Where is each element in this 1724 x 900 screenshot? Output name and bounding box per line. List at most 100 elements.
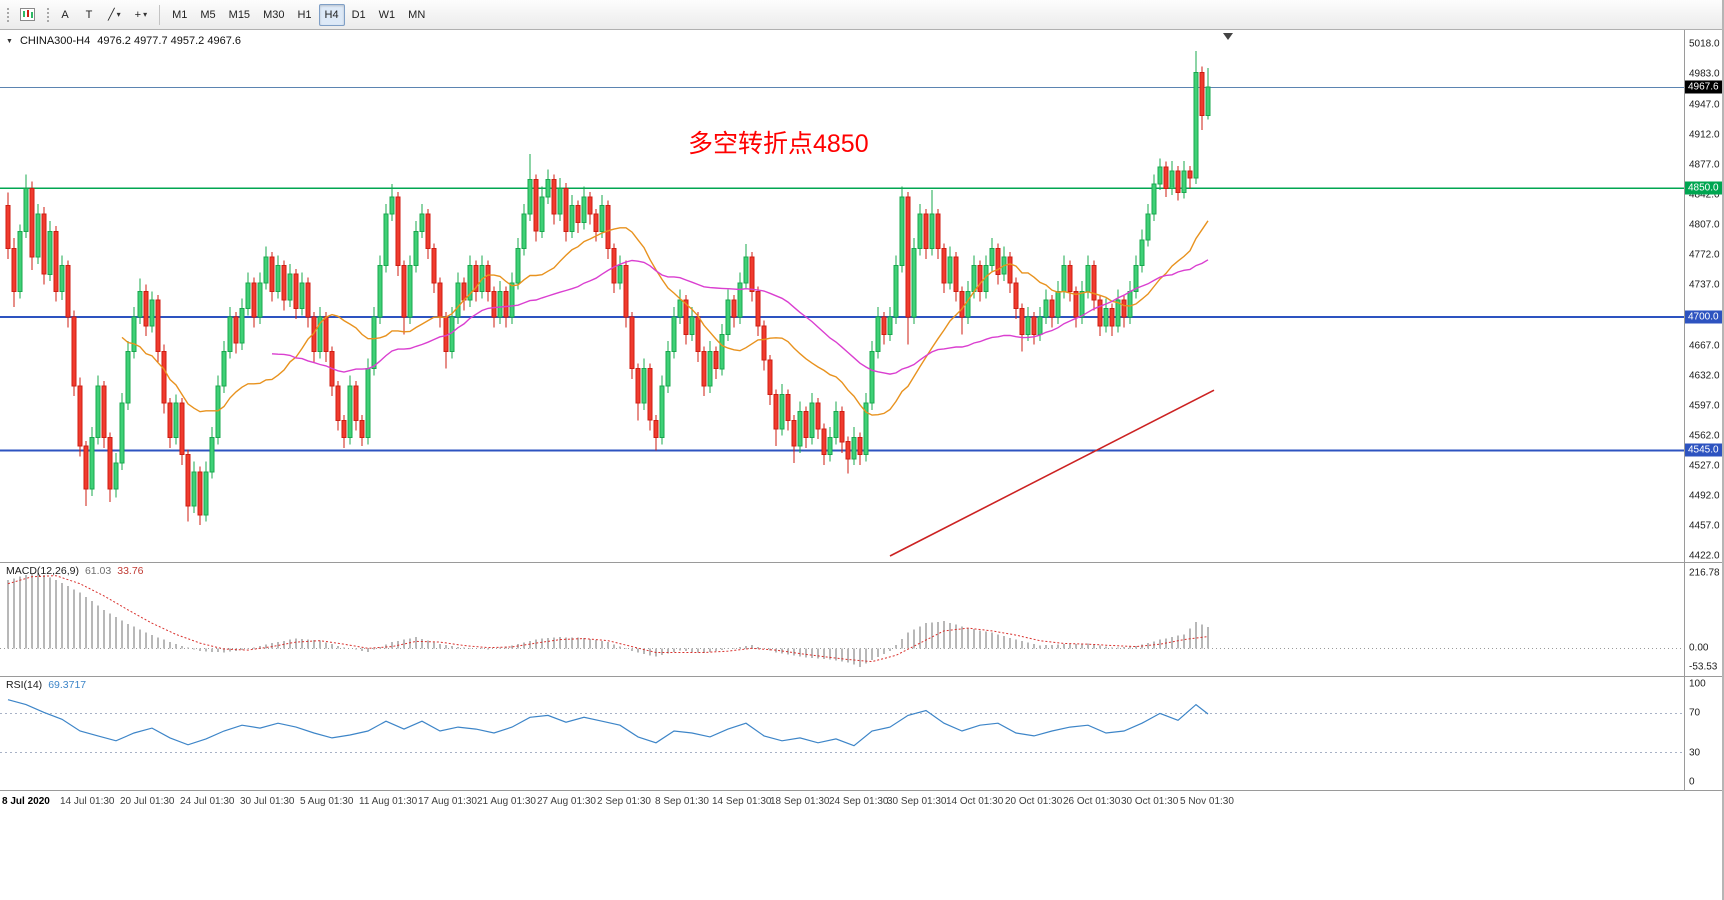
time-label: 14 Jul 01:30 (60, 796, 115, 807)
trendline-icon: ╱ (108, 9, 115, 21)
a-tool-label: A (61, 8, 69, 21)
macd-name: MACD(12,26,9) (6, 565, 79, 577)
panel-splitter-macd[interactable] (0, 562, 1722, 563)
toolbar-grip[interactable] (5, 5, 10, 24)
timeframe-w1-button[interactable]: W1 (373, 4, 402, 26)
price-axis-label: 4772.0 (1689, 249, 1720, 261)
rsi-label: RSI(14) 69.3717 (6, 679, 86, 691)
price-chart-panel[interactable]: ▼ CHINA300-H4 4976.2 4977.7 4957.2 4967.… (0, 30, 1684, 562)
draw-line-tools-button[interactable]: ╱ ▾ (102, 4, 127, 26)
candlestick-chart-icon (20, 8, 35, 21)
time-label: 24 Sep 01:30 (829, 796, 889, 807)
rsi-axis-label: 0 (1689, 776, 1695, 788)
ma-slow-magenta-line[interactable] (271, 259, 1209, 375)
hline-price-badge: 4850.0 (1685, 181, 1722, 195)
ma-fast-orange-line[interactable] (121, 220, 1209, 416)
rsi-line (7, 699, 1209, 747)
macd-panel[interactable]: MACD(12,26,9) 61.03 33.76 (0, 562, 1684, 676)
time-label: 30 Oct 01:30 (1121, 796, 1179, 807)
toolbar-separator (159, 4, 161, 25)
price-axis-label: 4842.0 (1689, 189, 1720, 201)
time-label: 30 Sep 01:30 (887, 796, 947, 807)
caret-down-icon: ▾ (116, 9, 121, 19)
text-tool-button[interactable]: T (78, 4, 100, 26)
timeframe-d1-button[interactable]: D1 (346, 4, 372, 26)
collapse-triangle-icon[interactable]: ▼ (6, 37, 13, 45)
chart-window-button[interactable] (14, 4, 41, 26)
ohlc-readout: 4976.2 4977.7 4957.2 4967.6 (97, 35, 241, 47)
timeframe-m15-button[interactable]: M15 (223, 4, 256, 26)
time-label: 5 Aug 01:30 (300, 796, 354, 807)
time-label: 8 Jul 2020 (2, 796, 50, 807)
timeframe-mn-button[interactable]: MN (402, 4, 431, 26)
price-axis-label: 4527.0 (1689, 460, 1720, 472)
macd-signal-line (7, 575, 1209, 663)
trendline[interactable] (889, 389, 1215, 557)
time-label: 18 Sep 01:30 (770, 796, 830, 807)
rsi-axis-label: 100 (1689, 678, 1706, 690)
macd-axis-label: 0.00 (1689, 642, 1709, 654)
macd-main-value: 61.03 (84, 565, 112, 577)
timeframe-h4-button[interactable]: H4 (318, 3, 345, 26)
time-label: 14 Oct 01:30 (946, 796, 1004, 807)
candles-layer (5, 50, 1211, 526)
annotation-text[interactable]: 多空转折点4850 (688, 130, 869, 158)
rsi-value: 69.3717 (48, 679, 87, 691)
rsi-canvas[interactable] (0, 676, 1684, 790)
time-label: 24 Jul 01:30 (180, 796, 235, 807)
time-label: 11 Aug 01:30 (359, 796, 418, 807)
rsi-axis-label: 70 (1689, 707, 1701, 719)
candlestick-canvas[interactable] (0, 30, 1684, 562)
draw-shape-tools-button[interactable]: + ▾ (129, 4, 153, 26)
toolbar-grip[interactable] (45, 5, 50, 24)
time-axis[interactable]: 8 Jul 2020 14 Jul 01:30 20 Jul 01:30 24 Jul… (0, 790, 1722, 816)
price-axis-label: 4667.0 (1689, 340, 1720, 352)
chart-title: ▼ CHINA300-H4 4976.2 4977.7 4957.2 4967.… (6, 35, 241, 47)
price-axis-label: 4877.0 (1689, 159, 1720, 171)
panel-splitter-rsi[interactable] (0, 676, 1722, 677)
time-label: 20 Jul 01:30 (120, 796, 175, 807)
chart-shift-marker-icon (1223, 33, 1233, 40)
rsi-name: RSI(14) (6, 679, 43, 691)
caret-down-icon: ▾ (143, 9, 148, 19)
macd-axis-label: 216.78 (1689, 567, 1720, 579)
price-axis-label: 4492.0 (1689, 490, 1720, 502)
macd-canvas[interactable] (0, 562, 1684, 676)
toolbar: A T ╱ ▾ + ▾ M1 M5 M15 M30 H1 H4 D1 W1 MN (0, 0, 1722, 30)
price-axis-label: 4562.0 (1689, 430, 1720, 442)
time-label: 20 Oct 01:30 (1005, 796, 1063, 807)
macd-axis-label: -53.53 (1689, 661, 1718, 673)
price-axis-label: 4457.0 (1689, 520, 1720, 532)
hline-price-badge: 4545.0 (1685, 443, 1722, 457)
t-tool-label: T (85, 8, 93, 21)
crosshair-a-button[interactable]: A (54, 4, 76, 26)
time-label: 26 Oct 01:30 (1063, 796, 1121, 807)
time-label: 27 Aug 01:30 (537, 796, 596, 807)
time-label: 14 Sep 01:30 (712, 796, 772, 807)
time-label: 21 Aug 01:30 (477, 796, 536, 807)
timeframe-m1-button[interactable]: M1 (166, 4, 193, 26)
rsi-panel[interactable]: RSI(14) 69.3717 (0, 676, 1684, 790)
macd-label: MACD(12,26,9) 61.03 33.76 (6, 565, 144, 577)
timeframe-m30-button[interactable]: M30 (257, 4, 290, 26)
macd-histogram (7, 572, 1209, 667)
price-axis-label: 4912.0 (1689, 129, 1720, 141)
price-axis-label: 4597.0 (1689, 400, 1720, 412)
price-axis-label: 4807.0 (1689, 219, 1720, 231)
price-axis[interactable]: 5018.0 4983.0 4947.0 4912.0 4877.0 4842.0 4807… (1684, 30, 1722, 790)
price-axis-label: 4983.0 (1689, 68, 1720, 80)
price-axis-label: 4947.0 (1689, 99, 1720, 111)
current-price-badge: 4967.6 (1685, 80, 1722, 94)
timeframe-h1-button[interactable]: H1 (291, 4, 317, 26)
symbol-period-label: CHINA300-H4 (19, 35, 91, 47)
price-axis-label: 4422.0 (1689, 550, 1720, 562)
macd-signal-value: 33.76 (117, 565, 144, 577)
timeframe-group: M1 M5 M15 M30 H1 H4 D1 W1 MN (166, 3, 431, 26)
price-axis-label: 5018.0 (1689, 38, 1720, 50)
time-label: 8 Sep 01:30 (655, 796, 709, 807)
time-label: 17 Aug 01:30 (418, 796, 477, 807)
price-axis-label: 4632.0 (1689, 370, 1720, 382)
timeframe-m5-button[interactable]: M5 (194, 4, 221, 26)
time-label: 2 Sep 01:30 (597, 796, 651, 807)
